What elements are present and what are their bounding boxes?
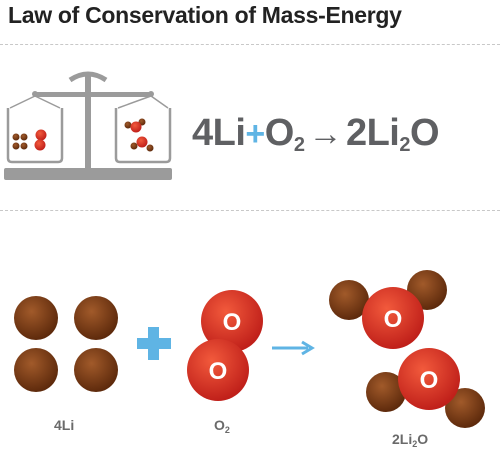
top-divider: [0, 44, 500, 45]
plus-icon: [137, 327, 171, 360]
label-li2o: 2Li2O: [392, 431, 429, 449]
label-li2o-subscript: 2: [412, 439, 418, 449]
label-li-text: 4Li: [54, 417, 75, 433]
middle-divider: [0, 210, 500, 211]
lithium-oxide-molecule: O: [366, 348, 485, 428]
lithium-oxide-molecule: O: [329, 270, 447, 349]
equation-product-subscript: 2: [399, 134, 410, 156]
lithium-atoms: [14, 296, 118, 392]
o-atom-letter: O: [223, 309, 242, 336]
label-o2-subscript: 2: [224, 425, 230, 435]
o-atom: [201, 290, 263, 352]
label-li2o-o: O: [417, 431, 429, 447]
scale-pole: [85, 72, 91, 168]
li-atom: [445, 388, 485, 428]
li-atom: [74, 348, 118, 392]
scale-beam: [35, 92, 151, 97]
o-atom-letter: O: [209, 358, 228, 385]
oxygen-molecule: O O: [187, 290, 263, 401]
li-atom: [14, 348, 58, 392]
o-atom-letter: O: [384, 306, 403, 333]
label-li2o-li: 2Li: [392, 431, 413, 447]
balance-scale-icon: [4, 71, 172, 180]
equation-product-o: O: [409, 112, 440, 154]
li-atom: [366, 372, 406, 412]
right-pan: [114, 108, 172, 164]
equation-product-li: 2Li: [345, 112, 400, 154]
label-o2-base: O: [214, 417, 225, 433]
li-atom: [14, 296, 58, 340]
equation-arrow: →: [308, 115, 342, 153]
scale-base: [4, 168, 172, 180]
label-li: 4Li: [54, 417, 74, 433]
label-o2: O2: [214, 417, 230, 435]
equation-reactant-li: 4Li: [192, 112, 246, 154]
page-title: Law of Conservation of Mass-Energy: [8, 2, 402, 28]
li-atom: [329, 280, 369, 320]
equation-plus: +: [245, 115, 265, 153]
o-atom: [187, 339, 249, 401]
o-atom: [398, 348, 460, 410]
o-atom-letter: O: [420, 367, 439, 394]
o-atom: [362, 287, 424, 349]
reaction-arrow-icon: [272, 340, 315, 356]
equation-reactant-o-subscript: 2: [293, 134, 305, 156]
chemical-equation: 4Li+O2 → 2Li2O: [192, 112, 440, 156]
li-atom: [74, 296, 118, 340]
equation-reactant-o: O: [264, 112, 295, 154]
left-pan: [6, 108, 64, 164]
